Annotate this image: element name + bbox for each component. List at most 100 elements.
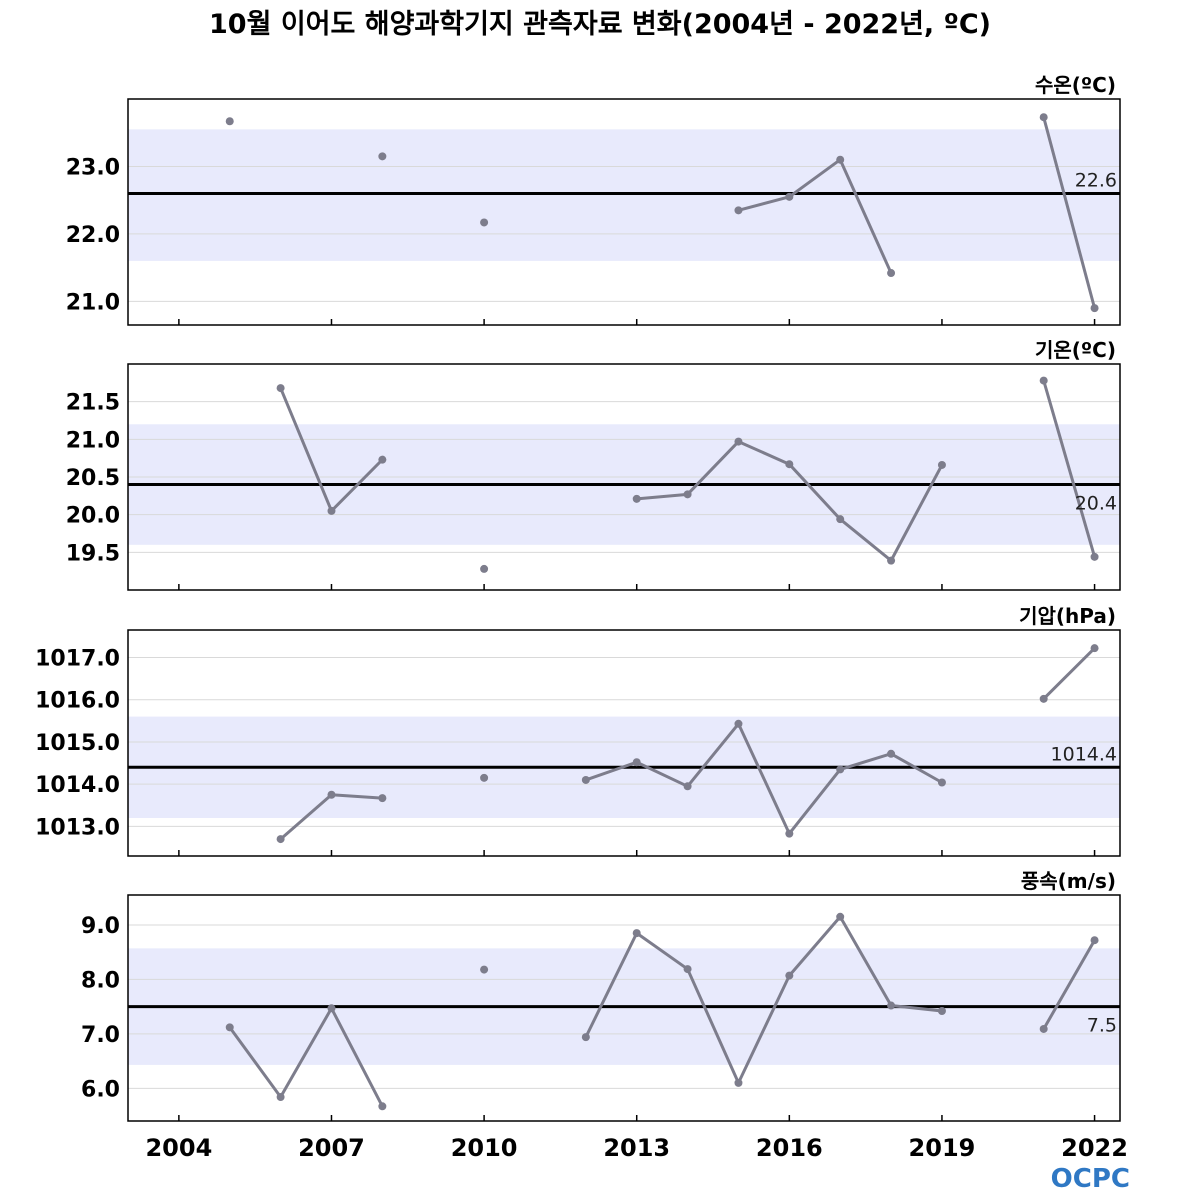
y-tick-label: 1014.0 — [35, 773, 120, 798]
data-point — [683, 490, 692, 499]
y-tick-label: 9.0 — [81, 914, 120, 939]
data-point — [378, 152, 387, 161]
data-point — [785, 192, 794, 201]
data-point — [276, 384, 285, 393]
series-line-segment — [838, 915, 893, 1008]
y-tick-label: 21.0 — [66, 428, 120, 453]
data-point — [887, 749, 896, 758]
y-tick-label: 7.0 — [81, 1023, 120, 1048]
y-tick-label: 6.0 — [81, 1077, 120, 1102]
y-tick-label: 22.0 — [66, 223, 120, 248]
data-point — [581, 775, 590, 784]
data-point — [1039, 1024, 1048, 1033]
series-line-segment — [1042, 646, 1097, 701]
data-point — [276, 1093, 285, 1102]
data-point — [225, 117, 234, 126]
x-tick-label: 2016 — [756, 1134, 823, 1162]
chart-title: 10월 이어도 해양과학기지 관측자료 변화(2004년 - 2022년, ºC… — [209, 9, 991, 40]
series-line-segment — [1042, 938, 1097, 1031]
series-line-segment — [838, 158, 893, 275]
panel-2: 19.5 20.0 20.5 21.0 21.5 20.4 기온(ºC) — [66, 338, 1121, 591]
y-tick-label: 19.5 — [66, 541, 120, 566]
data-point — [887, 556, 896, 565]
data-point — [225, 1023, 234, 1032]
data-point — [480, 218, 489, 227]
series-line-segment — [736, 722, 791, 836]
data-point — [683, 965, 692, 974]
series-line-segment — [686, 967, 740, 1085]
data-point — [683, 782, 692, 791]
series-line-segment — [838, 517, 893, 563]
data-point — [785, 460, 794, 469]
series-line-segment — [889, 752, 944, 784]
data-point — [378, 455, 387, 464]
panel-frame — [127, 363, 1121, 591]
series-line-segment — [584, 931, 639, 1039]
y-tick-label: 1016.0 — [35, 689, 120, 714]
data-point — [1090, 936, 1099, 945]
data-point — [785, 829, 794, 838]
panel-plot-area — [128, 644, 1120, 844]
data-point — [836, 912, 845, 921]
y-tick-label: 1013.0 — [35, 815, 120, 840]
series-line-segment — [329, 793, 384, 800]
panel-label: 기압(hPa) — [1019, 604, 1116, 628]
series-line-segment — [1042, 379, 1097, 559]
y-tick-label: 20.0 — [66, 504, 120, 529]
data-point — [327, 790, 336, 799]
normal-range-band — [128, 129, 1120, 261]
x-tick-label: 2019 — [909, 1134, 976, 1162]
x-tick-label: 2022 — [1061, 1134, 1128, 1162]
series-line-segment — [635, 931, 690, 971]
series-line-segment — [635, 760, 690, 788]
panel-frame — [127, 894, 1121, 1122]
data-point — [836, 155, 845, 164]
y-tick-label: 8.0 — [81, 968, 120, 993]
data-point — [836, 765, 845, 774]
y-tick-label: 1015.0 — [35, 731, 120, 756]
y-tick-label: 21.5 — [66, 391, 120, 416]
data-point — [887, 1001, 896, 1010]
panel-label: 풍속(m/s) — [1021, 869, 1116, 893]
panel-plot-area — [128, 113, 1120, 313]
data-point — [327, 1004, 336, 1013]
panel-label: 기온(ºC) — [1035, 338, 1116, 362]
data-point — [836, 515, 845, 524]
data-point — [378, 1102, 387, 1111]
data-point — [734, 1078, 743, 1087]
panel-label: 수온(ºC) — [1035, 73, 1116, 97]
y-tick-label: 1017.0 — [35, 646, 120, 671]
data-point — [1090, 644, 1099, 653]
series-line-segment — [787, 915, 842, 978]
series-line-segment — [686, 722, 740, 788]
x-tick-label: 2010 — [451, 1134, 518, 1162]
data-point — [632, 758, 641, 767]
data-point — [734, 719, 743, 728]
y-tick-label: 21.0 — [66, 290, 120, 315]
data-point — [276, 835, 285, 844]
data-point — [632, 929, 641, 938]
series-line-segment — [584, 760, 639, 782]
data-point — [1039, 376, 1048, 385]
series-line-segment — [329, 458, 384, 513]
data-point — [480, 773, 489, 782]
logo-text: OCPC — [1051, 1164, 1130, 1194]
data-point — [581, 1033, 590, 1042]
x-tick-label: 2007 — [298, 1134, 365, 1162]
x-axis: 2004 2007 2010 2013 2016 2019 2022 — [145, 1134, 1127, 1162]
data-point — [327, 506, 336, 515]
chart-panels: 21.022.023.0 22.6수온(ºC)19.520.020.521.021… — [35, 73, 1121, 1122]
mean-label: 1014.4 — [1051, 743, 1117, 765]
series-line-segment — [736, 974, 791, 1085]
ocpc-logo: OCPC — [1051, 1164, 1130, 1194]
series-line-segment — [787, 462, 842, 521]
y-tick-label: 20.5 — [66, 466, 120, 491]
series-line-segment — [1042, 115, 1097, 310]
data-point — [1039, 113, 1048, 122]
panel-frame — [127, 629, 1121, 857]
panel-frame — [127, 98, 1121, 326]
series-line-segment — [787, 767, 842, 836]
series-line-segment — [279, 1006, 333, 1099]
series-line-segment — [686, 440, 740, 496]
